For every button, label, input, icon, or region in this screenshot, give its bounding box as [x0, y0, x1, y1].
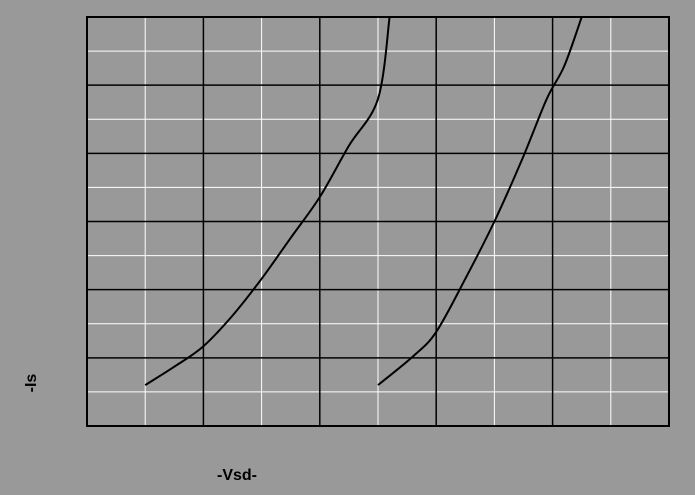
- series-layer: [144, 16, 583, 386]
- plot-frame: [86, 16, 670, 427]
- series-line-1: [144, 16, 391, 386]
- series-line-2: [377, 16, 583, 386]
- major-grid: [87, 17, 669, 426]
- y-axis-label: -Is: [23, 374, 40, 393]
- x-axis-label: -Vsd-: [217, 467, 257, 484]
